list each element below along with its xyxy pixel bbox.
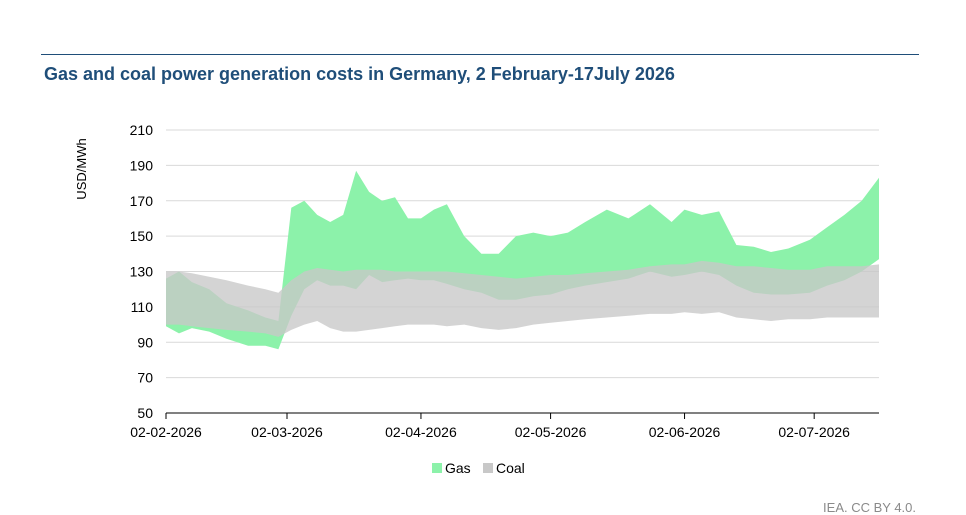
- axes: 50 70 90 110 130 150 170 190 210 02-02-2026 02-03-…: [130, 122, 879, 440]
- legend-swatch-gas: [432, 463, 442, 473]
- x-tick-label: 02-07-2026: [778, 424, 850, 440]
- area-coal: [166, 260, 879, 337]
- y-tick-label: 170: [130, 193, 154, 209]
- legend-swatch-coal: [483, 463, 493, 473]
- y-tick-label: 130: [130, 264, 154, 280]
- y-tick-label: 90: [137, 334, 153, 350]
- y-tick-label: 110: [131, 299, 154, 315]
- legend-label-gas: Gas: [445, 460, 471, 476]
- chart-title: Gas and coal power generation costs in G…: [44, 64, 675, 84]
- y-tick-label: 210: [130, 122, 154, 138]
- legend-label-coal: Coal: [496, 460, 525, 476]
- x-tick-label: 02-04-2026: [385, 424, 457, 440]
- source-credit: IEA. CC BY 4.0.: [823, 500, 916, 515]
- y-tick-label: 70: [137, 370, 153, 386]
- y-axis-label: USD/MWh: [74, 138, 89, 199]
- y-tick-label: 50: [137, 405, 153, 421]
- x-tick-label: 02-05-2026: [515, 424, 587, 440]
- y-tick-label: 150: [130, 228, 154, 244]
- title-rule: [41, 54, 919, 55]
- series-areas: [166, 170, 879, 350]
- x-tick-label: 02-03-2026: [251, 424, 323, 440]
- area-gas: [166, 170, 879, 350]
- x-tick-label: 02-02-2026: [130, 424, 202, 440]
- x-tick-label: 02-06-2026: [649, 424, 721, 440]
- legend: Gas Coal: [432, 460, 525, 476]
- y-tick-label: 190: [130, 157, 154, 173]
